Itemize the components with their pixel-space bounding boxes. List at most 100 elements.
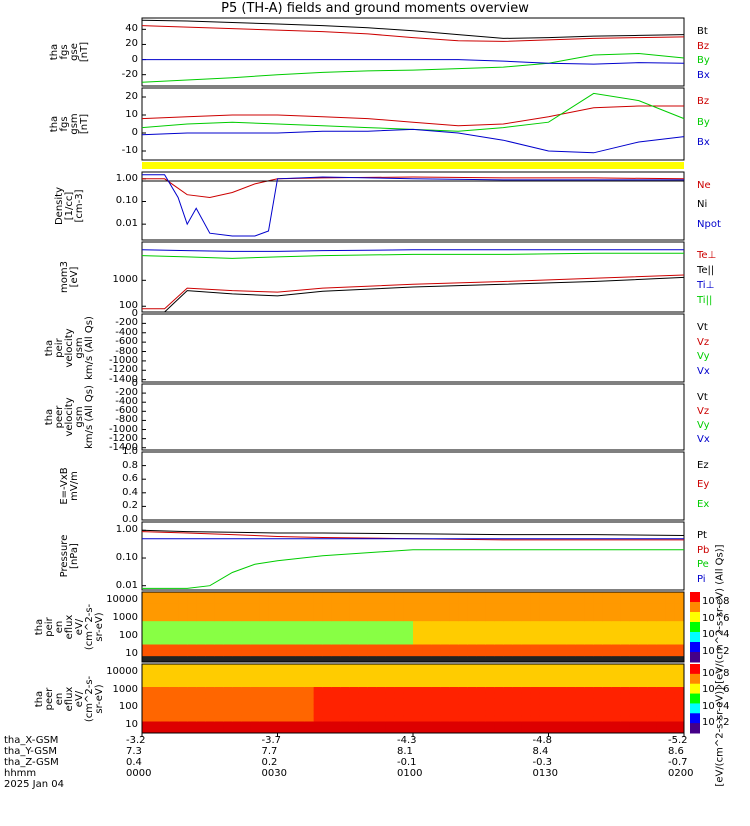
- series-line-Pt: [141, 529, 685, 536]
- heatmap-cell: [575, 687, 586, 694]
- heatmap-cell: [367, 644, 378, 651]
- heatmap-cell: [503, 632, 513, 640]
- heatmap-cell: [512, 698, 522, 705]
- heatmap-cell: [367, 698, 378, 705]
- heatmap-cell: [512, 603, 522, 610]
- x-axis-tick-label: -4.8: [532, 735, 553, 746]
- heatmap-cell: [277, 692, 288, 699]
- heatmap-cell: [575, 698, 586, 705]
- heatmap-cell: [286, 638, 297, 645]
- heatmap-cell: [322, 675, 333, 682]
- heatmap-cell: [286, 650, 297, 657]
- heatmap-cell: [304, 669, 315, 676]
- heatmap-cell: [214, 692, 224, 699]
- heatmap-cell: [286, 692, 297, 699]
- legend-entry: Vz: [697, 336, 710, 348]
- heatmap-cell: [241, 687, 251, 694]
- colorbar-segment: [690, 592, 700, 603]
- heatmap-cell: [638, 692, 649, 699]
- heatmap-cell: [340, 632, 351, 640]
- heatmap-cell: [674, 727, 685, 734]
- heatmap-cell: [142, 710, 152, 717]
- heatmap-cell: [151, 664, 161, 671]
- heatmap-cell: [413, 727, 423, 734]
- heatmap-cell: [241, 721, 251, 728]
- heatmap-cell: [674, 609, 685, 616]
- heatmap-cell: [394, 715, 405, 722]
- heatmap-cell: [376, 603, 387, 610]
- heatmap-cell: [376, 592, 387, 599]
- heatmap-cell: [449, 710, 459, 717]
- heatmap-cell: [575, 627, 586, 634]
- heatmap-cell: [530, 727, 540, 734]
- heatmap-cell: [295, 715, 306, 722]
- heatmap-cell: [403, 592, 414, 599]
- heatmap-cell: [413, 721, 423, 728]
- heatmap-cell: [422, 675, 432, 682]
- heatmap-cell: [422, 592, 432, 599]
- heatmap-cell: [358, 692, 369, 699]
- heatmap-cell: [431, 698, 441, 705]
- heatmap-cell: [331, 650, 342, 657]
- heatmap-cell: [431, 710, 441, 717]
- heatmap-cell: [205, 687, 215, 694]
- legend-entry: Ti⊥: [697, 280, 715, 291]
- heatmap-cell: [485, 669, 495, 676]
- heatmap-cell: [602, 727, 613, 734]
- heatmap-cell: [602, 592, 613, 599]
- heatmap-cell: [431, 721, 441, 728]
- heatmap-cell: [187, 715, 197, 722]
- heatmap-cell: [268, 715, 278, 722]
- heatmap-cell: [169, 721, 179, 728]
- heatmap-cell: [638, 615, 649, 622]
- heatmap-cell: [539, 721, 549, 728]
- y-axis-label: Pressure [nPa]: [30, 516, 110, 596]
- heatmap-cell: [205, 721, 215, 728]
- heatmap-cell: [322, 710, 333, 717]
- heatmap-cell: [530, 615, 540, 622]
- heatmap-cell: [494, 627, 504, 634]
- heatmap-cell: [331, 597, 342, 605]
- heatmap-cell: [232, 621, 242, 628]
- heatmap-cell: [575, 664, 586, 671]
- heatmap-cell: [223, 597, 233, 605]
- heatmap-cell: [340, 603, 351, 610]
- heatmap-cell: [539, 704, 549, 711]
- heatmap-cell: [196, 621, 206, 628]
- heatmap-cell: [638, 710, 649, 717]
- heatmap-cell: [674, 721, 685, 728]
- y-tick-label: 10: [125, 109, 138, 120]
- heatmap-cell: [250, 715, 260, 722]
- heatmap-cell: [367, 727, 378, 734]
- heatmap-cell: [277, 621, 288, 628]
- series-line-By: [141, 52, 685, 83]
- heatmap-cell: [340, 627, 351, 634]
- heatmap-cell: [557, 638, 568, 645]
- heatmap-cell: [178, 592, 188, 599]
- heatmap-cell: [629, 710, 640, 717]
- heatmap-cell: [358, 592, 369, 599]
- heatmap-cell: [557, 644, 568, 651]
- heatmap-cell: [403, 669, 414, 676]
- series-line-Te⊥: [142, 274, 685, 310]
- heatmap-cell: [503, 715, 513, 722]
- heatmap-cell: [403, 664, 414, 671]
- heatmap-cell: [376, 721, 387, 728]
- heatmap-cell: [656, 692, 667, 699]
- heatmap-cell: [593, 644, 604, 651]
- heatmap-cell: [277, 721, 288, 728]
- heatmap-cell: [295, 656, 306, 663]
- heatmap-cell: [160, 656, 170, 663]
- heatmap-cell: [413, 597, 423, 605]
- heatmap-cell: [611, 627, 622, 634]
- heatmap-cell: [385, 621, 396, 628]
- heatmap-cell: [431, 627, 441, 634]
- heatmap-cell: [394, 638, 405, 645]
- heatmap-cell: [539, 710, 549, 717]
- heatmap-cell: [241, 632, 251, 640]
- heatmap-cell: [485, 632, 495, 640]
- heatmap-cell: [268, 687, 278, 694]
- heatmap-cell: [647, 650, 658, 657]
- heatmap-cell: [620, 675, 631, 682]
- heatmap-cell: [322, 638, 333, 645]
